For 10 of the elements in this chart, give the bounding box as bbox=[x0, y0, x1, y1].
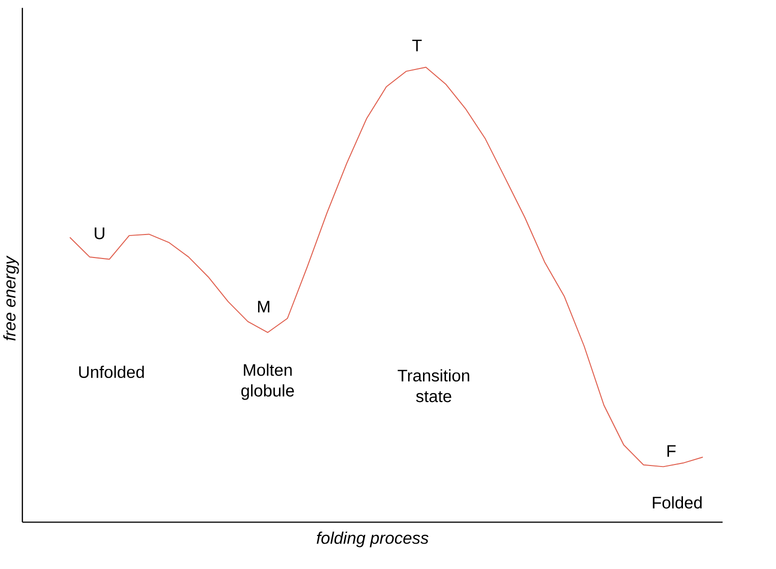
annotation: Folded bbox=[652, 496, 702, 509]
annotation: F bbox=[667, 445, 676, 457]
annotation: M bbox=[258, 300, 270, 312]
x-axis-title: folding process bbox=[316, 532, 428, 548]
annotation: Transition state bbox=[398, 369, 470, 402]
annotation: U bbox=[94, 228, 104, 240]
y-axis-title: free energy bbox=[3, 256, 19, 341]
text: T bbox=[412, 40, 422, 52]
annotation: Unfolded bbox=[79, 366, 144, 378]
annotation: Molten globule bbox=[241, 364, 294, 400]
